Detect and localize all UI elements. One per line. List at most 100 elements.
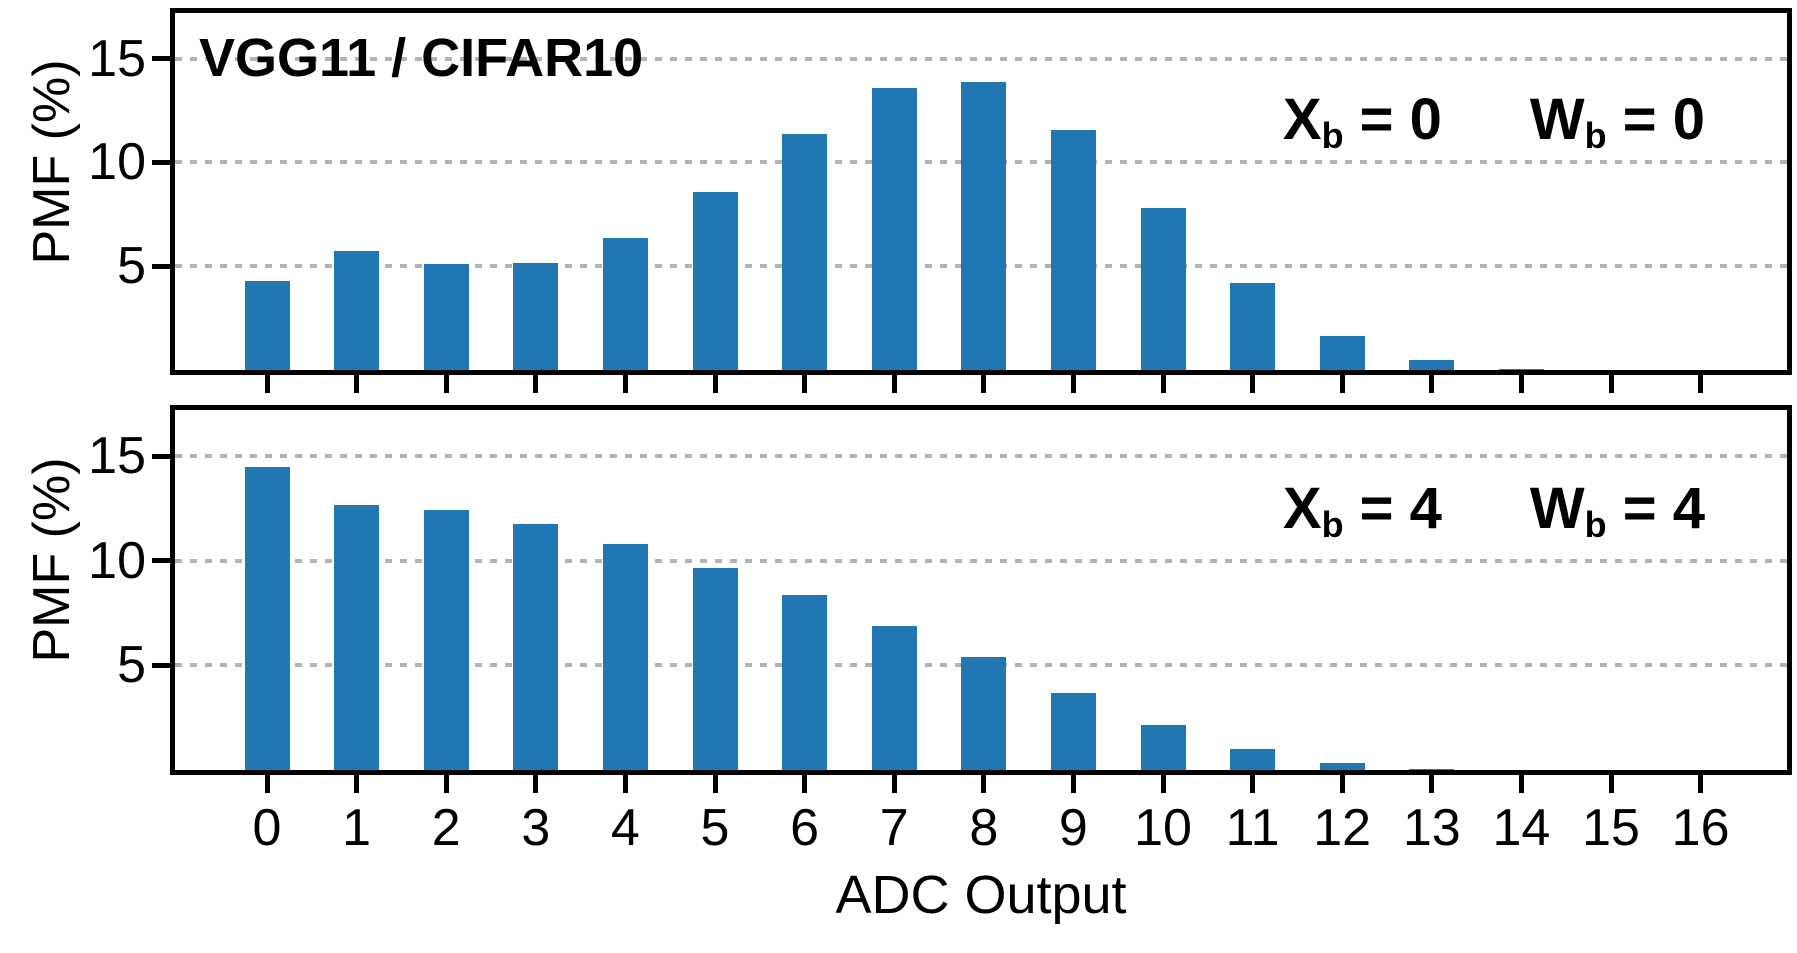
bar-adc-9-top [1050,130,1096,370]
x-tick-5-bottom [712,775,718,793]
annotation-var: W [1529,87,1585,152]
x-tick-7-top [891,375,897,393]
gridline-15-percent [175,454,1787,459]
x-tick-8-top [981,375,987,393]
bar-adc-7-top [871,87,917,370]
y-tick-5-bottom [152,662,170,668]
x-tick-label-2: 2 [431,799,461,857]
x-tick-label-12: 12 [1313,799,1372,857]
y-tick-10-bottom [152,558,170,564]
bar-adc-2-bottom [423,510,469,770]
x-tick-4-top [622,375,628,393]
bar-adc-7-bottom [871,625,917,770]
annotation-var: X [1282,87,1322,152]
bar-adc-13-bottom [1409,768,1455,770]
bar-adc-6-top [782,134,828,370]
annotation-value: = 0 [1343,87,1442,152]
top-panel-annotation: Xb = 0 Wb = 0 [1283,91,1705,154]
bar-adc-11-bottom [1230,749,1276,770]
x-tick-6-top [802,375,808,393]
x-tick-1-bottom [354,775,360,793]
x-tick-11-top [1250,375,1256,393]
x-tick-10-bottom [1160,775,1166,793]
bar-adc-4-top [602,238,648,370]
bar-adc-8-bottom [961,656,1007,770]
bar-adc-10-top [1140,208,1186,370]
x-tick-7-bottom [891,775,897,793]
x-tick-label-3: 3 [521,799,551,857]
x-tick-14-bottom [1518,775,1524,793]
gridline-10-percent [175,558,1787,563]
x-tick-10-top [1160,375,1166,393]
bar-adc-1-bottom [334,505,380,770]
bottom-panel-annotation: Xb = 4 Wb = 4 [1283,480,1705,543]
x-tick-label-0: 0 [252,799,282,857]
top-panel-plot-area: VGG11 / CIFAR10 Xb = 0 Wb = 0 [170,8,1792,375]
x-tick-1-top [354,375,360,393]
x-tick-5-top [712,375,718,393]
bar-adc-6-bottom [782,595,828,770]
x-tick-3-top [533,375,539,393]
x-tick-label-10: 10 [1134,799,1192,857]
x-tick-label-14: 14 [1492,799,1551,857]
x-tick-label-15: 15 [1582,799,1640,857]
bar-adc-3-top [513,263,559,370]
bar-adc-2-top [423,264,469,370]
annotation-subscript: b [1321,114,1344,156]
y-tick-10-top [152,159,170,165]
bar-adc-10-bottom [1140,725,1186,770]
x-tick-label-1: 1 [342,799,372,857]
x-tick-13-top [1429,375,1435,393]
y-tick-label-10-top: 10 [88,133,146,192]
x-tick-label-7: 7 [879,799,909,857]
bar-adc-0-top [244,280,290,370]
x-tick-12-bottom [1339,775,1345,793]
x-tick-0-top [264,375,270,393]
bar-adc-13-top [1409,359,1455,370]
annotation-subscript: b [1584,114,1607,156]
y-tick-5-top [152,263,170,269]
x-tick-label-6: 6 [790,799,820,857]
bar-adc-5-top [692,191,738,370]
bar-adc-14-top [1498,368,1544,370]
y-tick-label-5-top: 5 [117,237,146,296]
x-tick-label-11: 11 [1225,799,1280,857]
y-tick-label-10-bottom: 10 [88,531,146,590]
top-panel-title: VGG11 / CIFAR10 [199,28,644,88]
x-tick-16-bottom [1698,775,1704,793]
x-tick-4-bottom [622,775,628,793]
annotation-value: = 4 [1343,476,1442,541]
gridline-15-percent [175,56,1787,61]
x-tick-12-top [1339,375,1345,393]
x-tick-label-4: 4 [610,799,640,857]
bar-adc-5-bottom [692,568,738,770]
x-tick-8-bottom [981,775,987,793]
x-tick-2-bottom [443,775,449,793]
x-tick-13-bottom [1429,775,1435,793]
x-tick-15-top [1608,375,1614,393]
bar-adc-8-top [961,81,1007,370]
bar-adc-4-bottom [602,543,648,770]
bar-adc-3-bottom [513,524,559,770]
bar-adc-11-top [1230,282,1276,370]
bar-adc-0-bottom [244,466,290,770]
x-tick-3-bottom [533,775,539,793]
x-tick-0-bottom [264,775,270,793]
x-tick-label-5: 5 [700,799,730,857]
bar-adc-12-bottom [1319,762,1365,770]
x-tick-14-top [1518,375,1524,393]
x-tick-6-bottom [802,775,808,793]
x-tick-label-9: 9 [1058,799,1088,857]
bar-adc-9-bottom [1050,692,1096,770]
y-tick-label-15-bottom: 15 [88,427,146,486]
annotation-value: = 4 [1606,476,1705,541]
x-tick-label-16: 16 [1671,799,1730,857]
x-tick-2-top [443,375,449,393]
y-tick-15-top [152,56,170,62]
annotation-var: X [1282,476,1322,541]
y-tick-label-15-top: 15 [88,29,146,88]
annotation-var: W [1529,476,1585,541]
y-tick-15-bottom [152,453,170,459]
bottom-panel-plot-area: Xb = 4 Wb = 4 [170,405,1792,775]
x-tick-11-bottom [1250,775,1256,793]
